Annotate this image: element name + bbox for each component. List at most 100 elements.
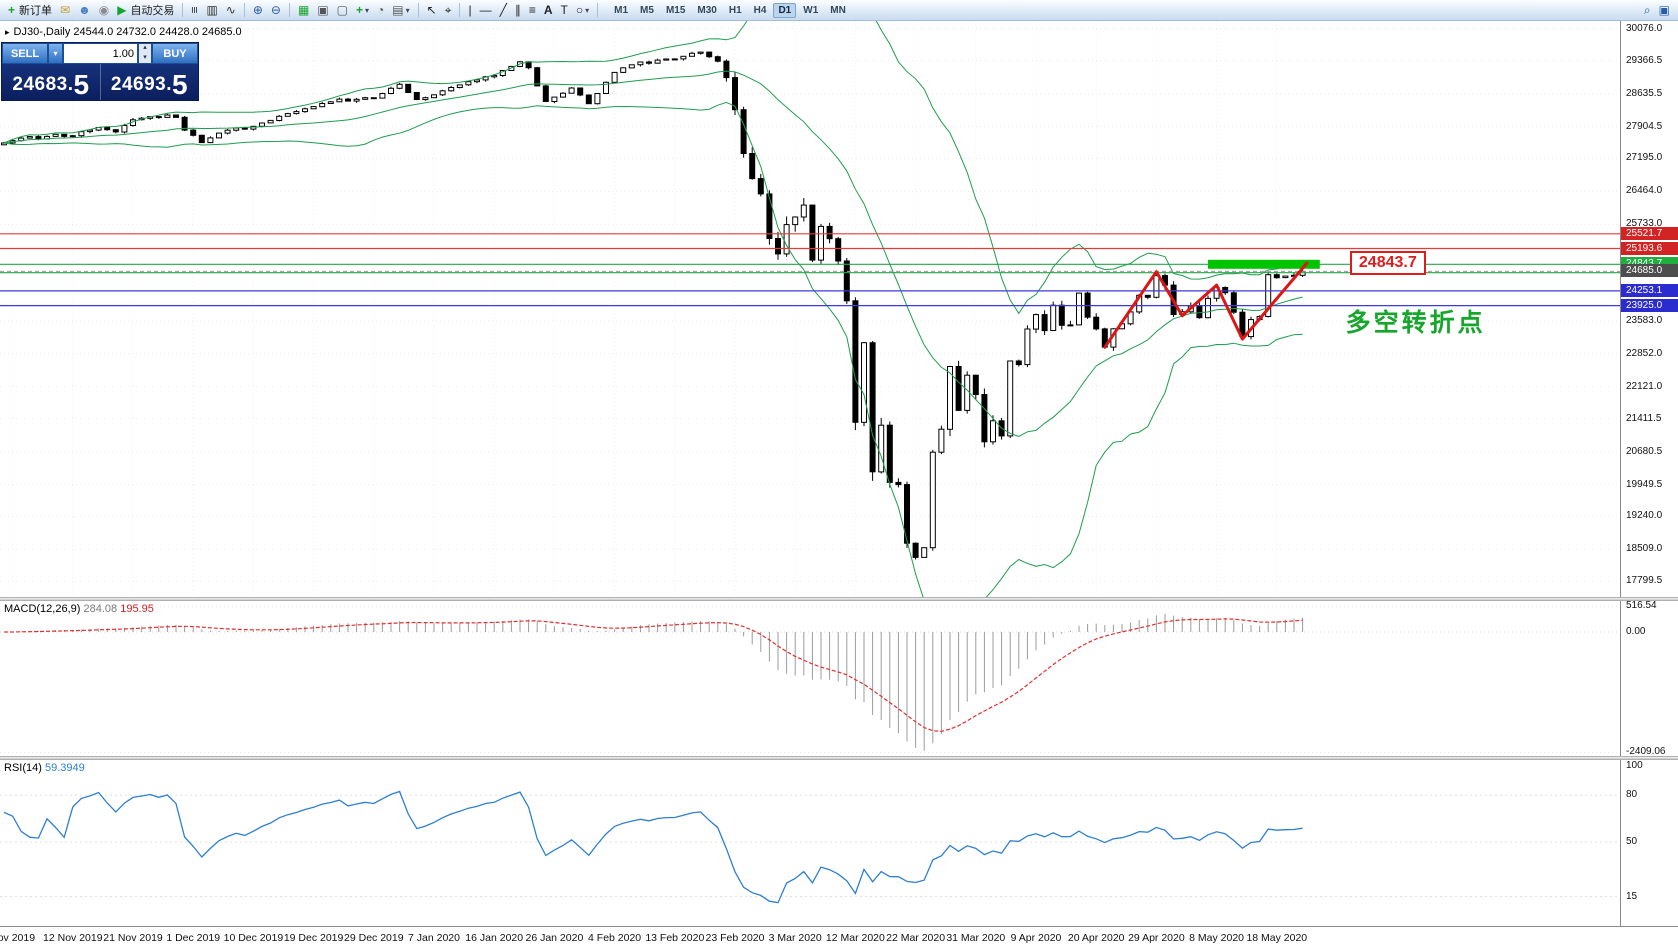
search-button-icon: ⌕ <box>1643 3 1651 17</box>
timeframe-m30-button[interactable]: M30 <box>697 4 717 16</box>
sell-price[interactable]: 24683. 5 <box>2 64 101 100</box>
new-order-button[interactable]: + 新订单 <box>5 2 55 19</box>
volume-input[interactable] <box>63 43 138 64</box>
timeframe-mn-button[interactable]: MN <box>830 4 846 16</box>
volume-spinner[interactable]: ▴ ▾ <box>138 43 152 64</box>
vline-tool-button[interactable]: | <box>465 2 474 19</box>
channel-tool-button[interactable]: ∥ <box>512 2 524 19</box>
price-axis-label: 27195.0 <box>1626 152 1663 164</box>
price-axis-label: 29366.5 <box>1626 54 1663 66</box>
line-chart-button[interactable]: ∿ <box>223 2 239 19</box>
buy-button[interactable]: BUY <box>152 43 198 64</box>
label-tool-button[interactable]: T <box>558 2 571 19</box>
new-chart-button[interactable]: + ▾ <box>353 2 372 19</box>
timeframe-m5-button[interactable]: M5 <box>640 4 654 16</box>
price-axis-label: 22852.0 <box>1626 347 1663 359</box>
date-label: 18 May 2020 <box>1246 932 1308 944</box>
timeframe-h4-button[interactable]: H4 <box>753 4 767 16</box>
track-chart-button[interactable]: ▢ <box>334 2 351 19</box>
price-axis-label: 17799.5 <box>1626 575 1663 587</box>
price-axis-label: 28635.5 <box>1626 87 1663 99</box>
shapes-tool-button[interactable]: ○ ▾ <box>573 2 592 19</box>
bar-chart-button[interactable]: ≡ <box>188 2 202 19</box>
zoom-out-button[interactable]: ⊖ <box>268 2 284 19</box>
timeframe-d1-button[interactable]: D1 <box>773 2 797 18</box>
collapse-icon[interactable]: ▸ <box>5 27 10 37</box>
spin-down-icon[interactable]: ▾ <box>143 53 147 61</box>
templates-button[interactable]: ▤ ▾ <box>389 2 412 19</box>
rsi-canvas[interactable] <box>0 760 1620 926</box>
buy-price[interactable]: 24693. 5 <box>101 64 199 100</box>
macd-axis-label: -2409.06 <box>1626 746 1666 758</box>
auto-trading-button-icon: ▶ <box>117 3 127 17</box>
price-axis[interactable]: 30076.0 29366.5 28635.5 27904.5 27195.0 26464… <box>1620 21 1678 597</box>
timeframe-m15-button[interactable]: M15 <box>665 4 686 16</box>
date-label: Nov 2019 <box>0 932 36 944</box>
volume-dropdown[interactable]: ▾ <box>48 43 63 64</box>
rsi-axis-label: 100 <box>1626 760 1643 771</box>
macd-label: MACD(12,26,9) 284.08 195.95 <box>4 603 154 615</box>
resistance-price-label[interactable]: 24843.7 <box>1349 251 1426 276</box>
zoom-out-button-icon: ⊖ <box>270 3 281 17</box>
price-axis-label: 26464.0 <box>1626 185 1663 197</box>
price-axis-label: 19949.5 <box>1626 478 1663 490</box>
data-window-button[interactable]: ▣ <box>1656 2 1673 19</box>
hline-tool-button[interactable]: — <box>477 2 495 19</box>
fibonacci-tool-button[interactable]: ≡ <box>526 2 539 19</box>
zoom-in-button[interactable]: ⊕ <box>250 2 266 19</box>
auto-arrange-button[interactable]: ▣ <box>314 2 331 19</box>
rsi-panel: RSI(14) 59.3949 100 80 50 15 <box>0 760 1678 926</box>
candlestick-chart-button[interactable]: ▥ <box>203 2 220 19</box>
search-button[interactable]: ⌕ <box>1641 2 1654 19</box>
date-label: 31 Mar 2020 <box>946 932 1006 944</box>
spin-up-icon[interactable]: ▴ <box>143 44 147 51</box>
trendline-tool-button-icon: ╱ <box>499 3 507 17</box>
crosshair-button[interactable]: ⌖ <box>442 2 455 19</box>
macd-axis[interactable]: 516.54 0.00 -2409.06 <box>1620 600 1678 758</box>
fibonacci-tool-button-icon: ≡ <box>528 3 536 17</box>
price-chart-canvas[interactable] <box>0 21 1620 597</box>
news-icon[interactable]: ✉ <box>57 2 73 19</box>
date-label: 4 Feb 2020 <box>588 932 642 944</box>
rsi-axis[interactable]: 100 80 50 15 <box>1620 760 1678 926</box>
market-icon[interactable]: ◉ <box>96 2 112 19</box>
price-axis-label: 18509.0 <box>1626 543 1663 555</box>
hline-tool-button-icon: — <box>479 3 492 17</box>
toolbar-separator <box>243 3 245 17</box>
buy-price-pip: 5 <box>172 69 188 100</box>
date-label: 12 Nov 2019 <box>43 932 103 944</box>
date-label: 29 Dec 2019 <box>344 932 404 944</box>
timeframe-h1-button[interactable]: H1 <box>728 4 742 16</box>
macd-canvas[interactable] <box>0 601 1620 756</box>
rsi-label: RSI(14) 59.3949 <box>4 762 85 774</box>
auto-trading-button[interactable]: ▶ 自动交易 <box>114 2 177 19</box>
rsi-name: RSI(14) <box>4 762 42 774</box>
turning-point-annotation[interactable]: 多空转折点 <box>1345 309 1486 338</box>
trendline-tool-button[interactable]: ╱ <box>497 2 510 19</box>
cursor-button[interactable]: ↖ <box>424 2 440 19</box>
price-axis-label: 30076.0 <box>1626 22 1663 34</box>
price-badge: 25521.7 <box>1621 226 1678 240</box>
timeframe-w1-button[interactable]: W1 <box>803 4 819 16</box>
tile-windows-button-icon: ▦ <box>297 3 310 17</box>
chart-title: ▸ DJ30-,Daily 24544.0 24732.0 24428.0 246… <box>5 26 242 38</box>
timeframe-toolbar: M1 M5 M15 M30 H1 H4 D1 W1 MN <box>608 0 852 20</box>
candlestick-chart-button-icon: ▥ <box>206 3 218 17</box>
price-axis-label: 19240.0 <box>1626 510 1663 522</box>
timeframe-m1-button[interactable]: M1 <box>614 4 629 16</box>
tile-windows-button[interactable]: ▦ <box>295 2 312 19</box>
one-click-trading-widget: SELL ▾ ▴ ▾ BUY 24683.5 24693.5 <box>1 42 199 101</box>
text-tool-button[interactable]: A <box>541 2 556 19</box>
sell-price-main: 24683. <box>12 74 74 95</box>
text-tool-button-icon: A <box>543 3 553 17</box>
signals-icon-icon: ☻ <box>78 3 91 17</box>
trade-widget-prices: 24683. 5 24693. 5 <box>2 64 198 100</box>
signals-icon[interactable]: ☻ <box>75 2 94 19</box>
date-label: 1 Dec 2019 <box>166 932 221 944</box>
toolbar-separator <box>597 3 599 17</box>
period-clock-button[interactable]: ◔ <box>374 2 387 19</box>
sell-button[interactable]: SELL <box>2 43 48 64</box>
panel-splitter[interactable] <box>0 597 1678 601</box>
panel-splitter[interactable] <box>0 756 1678 760</box>
